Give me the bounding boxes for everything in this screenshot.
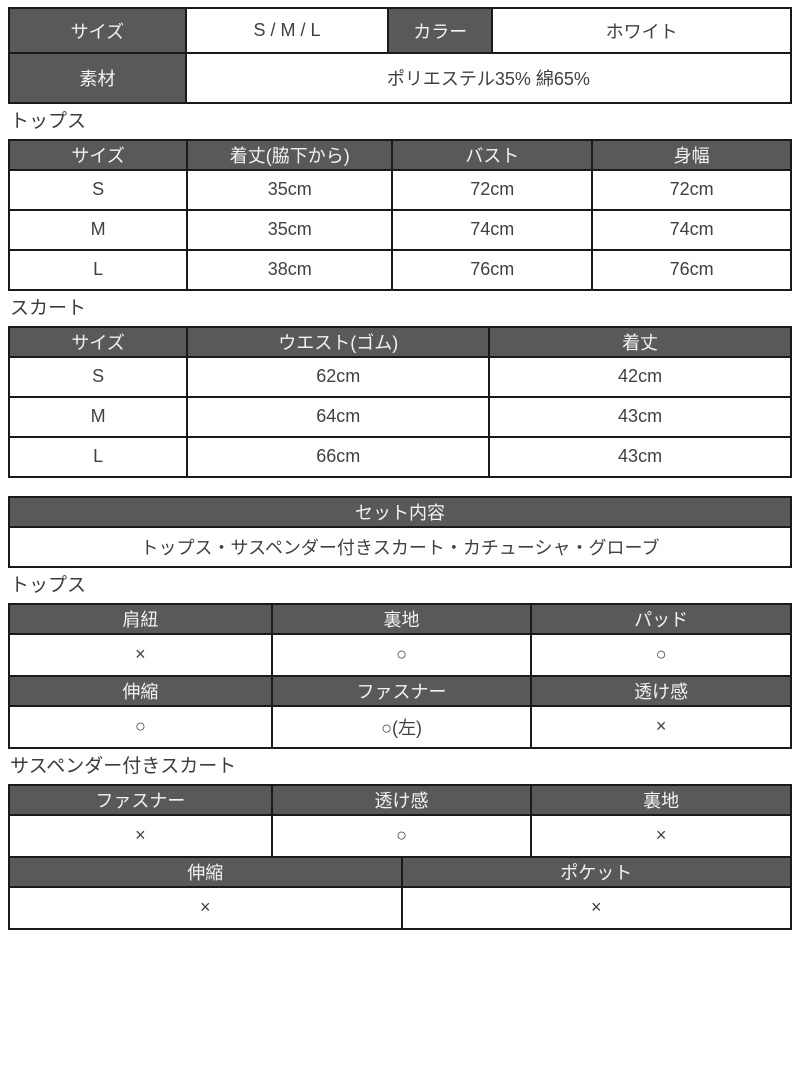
feature-value-row: × ○ × — [8, 813, 792, 858]
feature-header-row: 伸縮 ポケット — [8, 855, 793, 888]
table-row: S 62cm 42cm — [7, 355, 792, 398]
feature-header: 裏地 — [270, 602, 533, 635]
feature-value: ○ — [270, 813, 533, 858]
size-cell: L — [7, 248, 189, 291]
feature-header: 伸縮 — [8, 674, 273, 707]
column-header: バスト — [391, 138, 594, 171]
spec-size-value-cell: S / M / L — [184, 7, 390, 54]
measure-cell: 72cm — [391, 168, 594, 211]
skirt-size-table: サイズ ウエスト(ゴム) 着丈 S 62cm 42cm M 64cm 43cm … — [7, 325, 792, 478]
column-header: 着丈(脇下から) — [186, 138, 394, 171]
feature-value: × — [530, 813, 792, 858]
measure-cell: 74cm — [591, 208, 792, 251]
feature-header-row: ファスナー 透け感 裏地 — [8, 783, 792, 816]
feature-value: × — [8, 885, 403, 930]
measure-cell: 43cm — [488, 435, 792, 478]
tops-features-section-label: トップス — [10, 574, 87, 596]
feature-value: ○ — [270, 632, 533, 677]
spec-summary-table: サイズ S / M / L カラー ホワイト 素材 ポリエステル35% 綿65% — [8, 7, 793, 104]
measure-cell: 64cm — [186, 395, 491, 438]
feature-value: ○ — [8, 704, 273, 749]
tops-size-section-label: トップス — [10, 111, 87, 132]
feature-value-row: × × — [8, 885, 793, 930]
feature-header: 肩紐 — [8, 602, 273, 635]
column-header: ウエスト(ゴム) — [186, 325, 491, 358]
column-header: 身幅 — [591, 138, 792, 171]
measure-cell: 66cm — [186, 435, 491, 478]
spec-color-label-cell: カラー — [387, 7, 494, 54]
size-cell: M — [7, 395, 189, 438]
measure-cell: 35cm — [186, 208, 394, 251]
spec-size-label-cell: サイズ — [8, 7, 187, 54]
feature-header: パッド — [530, 602, 792, 635]
feature-header: 裏地 — [530, 783, 792, 816]
feature-value: ○(左) — [270, 704, 533, 749]
table-row: M 64cm 43cm — [7, 395, 792, 438]
column-header: サイズ — [7, 325, 189, 358]
measure-cell: 38cm — [186, 248, 394, 291]
feature-header: 透け感 — [530, 674, 792, 707]
feature-header: ファスナー — [8, 783, 273, 816]
size-cell: M — [7, 208, 189, 251]
size-cell: S — [7, 355, 189, 398]
measure-cell: 72cm — [591, 168, 792, 211]
size-cell: S — [7, 168, 189, 211]
feature-header-row: 伸縮 ファスナー 透け感 — [8, 674, 792, 707]
feature-value-row: ○ ○(左) × — [8, 704, 792, 749]
feature-header: ポケット — [400, 855, 793, 888]
feature-header: 透け感 — [270, 783, 533, 816]
measure-cell: 76cm — [391, 248, 594, 291]
spec-material-row: 素材 ポリエステル35% 綿65% — [8, 52, 793, 104]
set-contents-value-row: トップス・サスペンダー付きスカート・カチューシャ・グローブ — [8, 525, 792, 568]
feature-value: × — [8, 813, 273, 858]
tops-size-header-row: サイズ 着丈(脇下から) バスト 身幅 — [7, 138, 792, 171]
measure-cell: 35cm — [186, 168, 394, 211]
spec-material-label-cell: 素材 — [8, 52, 187, 104]
feature-value: × — [400, 885, 793, 930]
measure-cell: 43cm — [488, 395, 792, 438]
measure-cell: 42cm — [488, 355, 792, 398]
table-row: L 38cm 76cm 76cm — [7, 248, 792, 291]
set-contents-header-cell: セット内容 — [8, 495, 792, 528]
feature-value: × — [530, 704, 792, 749]
spec-material-value-cell: ポリエステル35% 綿65% — [184, 52, 793, 104]
measure-cell: 62cm — [186, 355, 491, 398]
skirt-features-table: ファスナー 透け感 裏地 × ○ × 伸縮 ポケット × × — [8, 783, 793, 930]
set-contents-value-cell: トップス・サスペンダー付きスカート・カチューシャ・グローブ — [8, 525, 792, 568]
spec-size-color-row: サイズ S / M / L カラー ホワイト — [8, 7, 792, 54]
feature-value: × — [8, 632, 273, 677]
feature-header: ファスナー — [270, 674, 533, 707]
feature-value-row: × ○ ○ — [8, 632, 792, 677]
column-header: サイズ — [7, 138, 189, 171]
table-row: S 35cm 72cm 72cm — [7, 168, 792, 211]
section-gap — [8, 478, 792, 496]
skirt-features-section-label: サスペンダー付きスカート — [10, 755, 237, 777]
column-header: 着丈 — [488, 325, 792, 358]
measure-cell: 74cm — [391, 208, 594, 251]
table-row: M 35cm 74cm 74cm — [7, 208, 792, 251]
size-cell: L — [7, 435, 189, 478]
skirt-size-section-label: スカート — [10, 297, 87, 319]
feature-header-row: 肩紐 裏地 パッド — [8, 602, 792, 635]
table-row: L 66cm 43cm — [7, 435, 792, 478]
set-contents-table: セット内容 トップス・サスペンダー付きスカート・カチューシャ・グローブ — [8, 495, 792, 568]
measure-cell: 76cm — [591, 248, 792, 291]
spec-color-value-cell: ホワイト — [491, 7, 792, 54]
set-contents-header-row: セット内容 — [8, 495, 792, 528]
tops-features-table: 肩紐 裏地 パッド × ○ ○ 伸縮 ファスナー 透け感 ○ ○(左) × — [8, 602, 792, 749]
skirt-size-header-row: サイズ ウエスト(ゴム) 着丈 — [7, 325, 792, 358]
tops-size-table: サイズ 着丈(脇下から) バスト 身幅 S 35cm 72cm 72cm M 3… — [7, 138, 792, 291]
feature-value: ○ — [530, 632, 792, 677]
feature-header: 伸縮 — [8, 855, 403, 888]
